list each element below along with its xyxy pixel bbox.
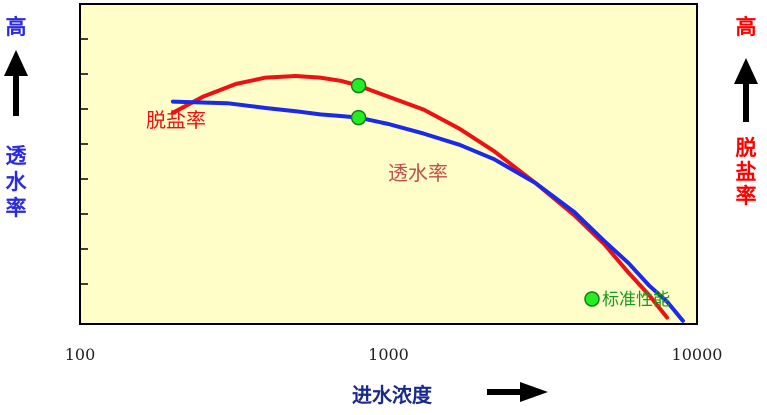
x-tick-label: 100 [65, 345, 96, 364]
legend: 标准性能 [584, 290, 670, 310]
standard-point [350, 109, 367, 126]
right-axis-top-label: 高 [736, 15, 757, 39]
annotation-water-flux: 透水率 [388, 161, 448, 185]
left-axis-label-char-3: 率 [6, 196, 27, 220]
annotation-salt-rejection: 脱盐率 [146, 108, 206, 132]
x-tick-label: 1000 [368, 345, 409, 364]
left-axis-top-label: 高 [6, 15, 27, 39]
right-axis-label-char-3: 率 [736, 184, 757, 208]
left-axis-up-arrow [4, 50, 28, 116]
legend-marker [584, 291, 600, 307]
series-line-salt-rejection [170, 74, 670, 320]
left-axis-label-char-1: 透 [6, 144, 28, 168]
right-axis-label-char-1: 脱 [736, 136, 757, 160]
x-tick-label: 10000 [672, 345, 723, 364]
x-axis-label: 进水浓度 [352, 383, 433, 407]
plot-area [79, 3, 698, 325]
x-tick-labels: 100 1000 10000 [65, 345, 723, 364]
y-axis-ticks [80, 38, 88, 285]
standard-point [350, 77, 367, 94]
left-axis-label-char-2: 水 [6, 170, 28, 194]
right-axis-up-arrow [734, 58, 758, 122]
legend-label: 标准性能 [602, 290, 670, 310]
series-line-water-flux [170, 99, 685, 323]
x-axis-right-arrow [487, 382, 548, 402]
standard-points [350, 77, 367, 126]
right-axis-label-char-2: 盐 [736, 160, 757, 184]
